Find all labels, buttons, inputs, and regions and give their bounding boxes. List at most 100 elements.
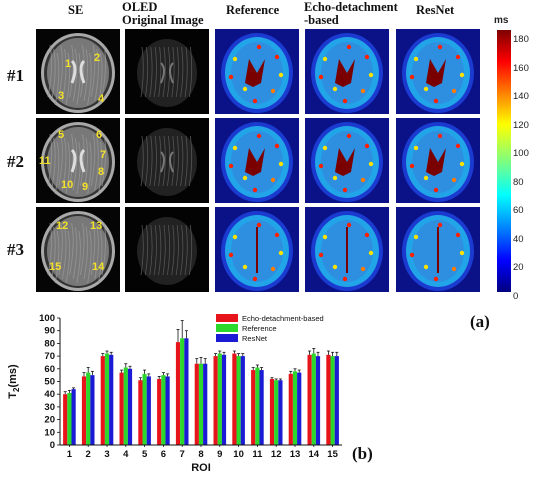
image-r1-c5 (396, 29, 480, 114)
colorbar-tick-label: 60 (513, 205, 524, 216)
bar (109, 354, 114, 445)
bar (184, 338, 189, 445)
bar (236, 356, 241, 445)
x-tick-label: 8 (198, 449, 203, 460)
roi-label: 13 (90, 220, 103, 232)
bar (274, 380, 279, 445)
colorbar-tick-label: 140 (513, 91, 529, 102)
header-reference: Reference (226, 3, 280, 17)
roi-label: 8 (98, 166, 105, 178)
header-echo-line2: -based (304, 13, 339, 27)
row-label-1: #1 (7, 66, 24, 85)
y-tick-label: 60 (44, 364, 55, 375)
image-r2-c5 (396, 118, 480, 203)
bar (311, 353, 316, 445)
header-echo: Echo-detachment -based (304, 1, 414, 27)
bar (198, 363, 204, 445)
x-tick-label: 9 (217, 449, 222, 460)
roi-label: 6 (96, 129, 103, 141)
bar (292, 371, 298, 445)
image-r1-c1: 1 2 3 4 (36, 29, 120, 114)
image-r2-c2 (125, 118, 209, 203)
x-tick-label: 14 (309, 449, 320, 460)
image-r3-c3 (215, 207, 299, 292)
bar (81, 376, 87, 445)
bar (142, 373, 147, 445)
bar (165, 376, 170, 445)
image-r3-c1: 12 13 14 15 (36, 207, 120, 292)
legend-swatch (216, 334, 238, 342)
bar (194, 363, 199, 445)
y-axis-label: T2(ms) (7, 364, 21, 399)
y-tick-label: 100 (39, 313, 55, 324)
colorbar (497, 30, 511, 292)
colorbar-unit: ms (494, 15, 509, 26)
image-r1-c2 (125, 29, 209, 114)
bar (119, 372, 124, 445)
image-r3-c2 (125, 207, 209, 292)
x-tick-label: 1 (67, 449, 73, 460)
y-tick-label: 40 (44, 389, 55, 400)
roi-label: 5 (58, 129, 65, 141)
colorbar-tick-label: 40 (513, 233, 524, 245)
image-r3-c4 (305, 207, 389, 292)
bar (90, 375, 95, 445)
y-tick-label: 90 (44, 326, 55, 337)
bar (180, 338, 185, 445)
bar (334, 356, 339, 445)
legend-swatch (216, 324, 238, 332)
x-tick-label: 3 (104, 449, 109, 460)
bar (71, 389, 76, 445)
bar (297, 372, 302, 445)
bar (330, 356, 335, 445)
bar (259, 370, 264, 445)
legend-swatch (216, 314, 238, 322)
bar (213, 356, 218, 445)
colorbar-tick-label: 160 (513, 62, 529, 74)
bar (307, 354, 312, 445)
roi-label: 15 (49, 261, 62, 273)
colorbar-tick-label: 80 (513, 176, 524, 188)
image-r2-c1: 5 6 7 8 9 10 11 (36, 118, 120, 203)
bar (100, 356, 105, 445)
colorbar-tick-label: 20 (513, 262, 524, 273)
y-tick-label: 30 (44, 402, 55, 413)
x-tick-label: 12 (271, 449, 282, 460)
bar (315, 356, 321, 445)
x-tick-label: 10 (233, 449, 244, 460)
colorbar-tick-label: 120 (513, 119, 529, 131)
x-tick-label: 2 (86, 449, 91, 460)
bar (326, 354, 331, 445)
bar (232, 353, 237, 445)
bar (240, 356, 245, 445)
legend-label: ResNet (242, 334, 268, 343)
y-tick-label: 70 (44, 351, 55, 362)
bar (288, 373, 293, 445)
header-oled-line2: Original Image (122, 13, 204, 27)
bar (255, 367, 260, 445)
bar (67, 392, 72, 445)
roi-label: 14 (92, 261, 105, 273)
header-oled: OLED Original Image (122, 1, 218, 27)
bar (86, 372, 91, 445)
y-tick-label: 20 (44, 415, 55, 426)
bar (269, 378, 275, 445)
colorbar-tick-label: 100 (513, 148, 529, 159)
roi-label: 12 (56, 220, 69, 232)
bar (203, 363, 208, 445)
y-tick-label: 10 (44, 427, 55, 438)
panel-label-a: (a) (470, 312, 490, 331)
x-tick-label: 15 (327, 449, 338, 460)
row-label-3: #3 (7, 240, 24, 259)
x-tick-label: 5 (142, 449, 148, 460)
roi-label: 1 (65, 58, 72, 70)
colorbar-tick-label: 0 (513, 290, 519, 302)
bar (146, 376, 151, 445)
roi-label: 4 (98, 93, 105, 105)
x-axis-label: ROI (191, 462, 211, 474)
y-tick-label: 50 (44, 377, 55, 388)
y-tick-label: 0 (50, 440, 55, 451)
bar (175, 342, 181, 445)
colorbar-tick-label: 180 (513, 34, 529, 45)
